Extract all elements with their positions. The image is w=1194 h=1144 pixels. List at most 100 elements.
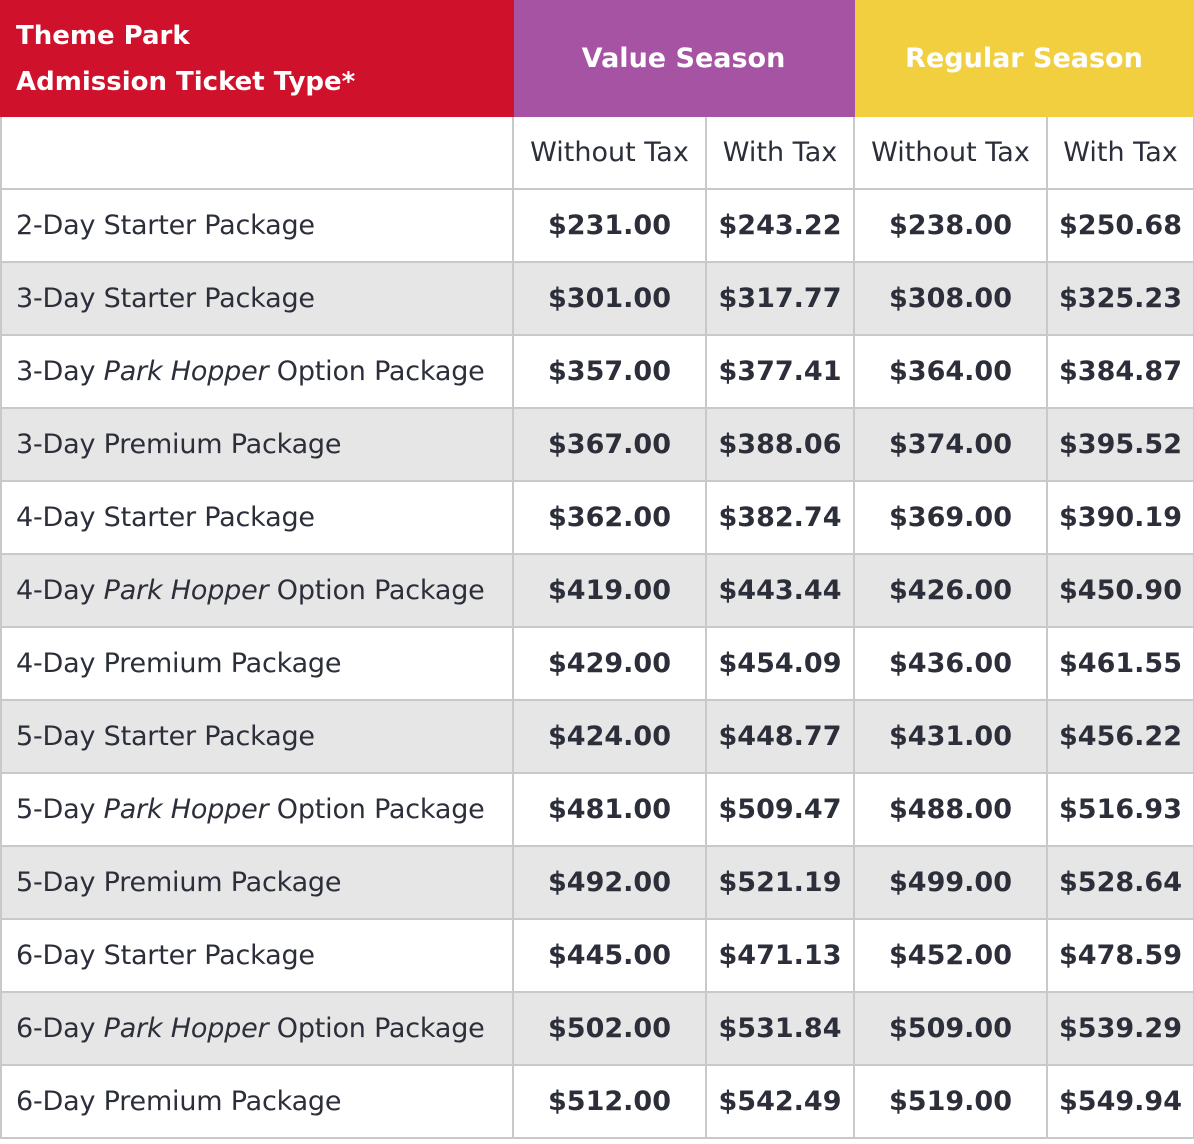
regular-without-tax-price: $364.00 (853, 334, 1048, 409)
regular-without-tax-header: Without Tax (853, 115, 1048, 190)
ticket-type-days: 4-Day (16, 575, 104, 606)
ticket-type-package: Starter Package (103, 283, 315, 314)
value-with-tax-price: $448.77 (705, 699, 855, 774)
value-without-tax-price: $231.00 (512, 188, 707, 263)
regular-without-tax-price: $509.00 (853, 991, 1048, 1066)
ticket-type-name: 2-Day Starter Package (0, 188, 514, 263)
table-row: 4-Day Park Hopper Option Package $419.00 $… (0, 553, 1194, 628)
regular-season-header: Regular Season (852, 0, 1194, 117)
value-with-tax-price: $509.47 (705, 772, 855, 847)
ticket-type-package: Starter Package (103, 210, 315, 241)
table-row: 4-Day Starter Package $362.00 $382.74 $369.… (0, 480, 1194, 555)
value-with-tax-price: $531.84 (705, 991, 855, 1066)
regular-with-tax-price: $528.64 (1045, 845, 1194, 920)
ticket-type-package: Starter Package (103, 721, 315, 752)
subheader-row: Without Tax With Tax Without Tax With Ta… (0, 115, 1194, 190)
ticket-type-days: 5-Day (16, 794, 104, 825)
value-with-tax-price: $388.06 (705, 407, 855, 482)
ticket-type-package: Option Package (268, 1013, 485, 1044)
value-with-tax-price: $443.44 (705, 553, 855, 628)
ticket-type-package: Option Package (268, 794, 485, 825)
regular-with-tax-price: $549.94 (1045, 1064, 1194, 1139)
value-without-tax-price: $481.00 (512, 772, 707, 847)
value-without-tax-price: $367.00 (512, 407, 707, 482)
ticket-type-header-line1: Theme Park (16, 20, 190, 51)
ticket-type-name: 5-Day Park Hopper Option Package (0, 772, 514, 847)
table-row: 6-Day Park Hopper Option Package $502.00 $… (0, 991, 1194, 1066)
table-row: 3-Day Starter Package $301.00 $317.77 $308.… (0, 261, 1194, 336)
value-with-tax-price: $382.74 (705, 480, 855, 555)
value-with-tax-price: $454.09 (705, 626, 855, 701)
regular-with-tax-price: $390.19 (1045, 480, 1194, 555)
ticket-type-name: 6-Day Premium Package (0, 1064, 514, 1139)
empty-subheader-cell (0, 115, 514, 190)
ticket-type-package: Premium Package (103, 1086, 342, 1117)
ticket-type-days: 4-Day (16, 648, 104, 679)
ticket-type-name: 3-Day Premium Package (0, 407, 514, 482)
value-without-tax-price: $429.00 (512, 626, 707, 701)
table-row: 5-Day Premium Package $492.00 $521.19 $499.… (0, 845, 1194, 920)
ticket-type-header: Theme Park Admission Ticket Type* (0, 0, 514, 117)
value-without-tax-header: Without Tax (512, 115, 707, 190)
header-row: Theme Park Admission Ticket Type* Value … (0, 0, 1194, 117)
ticket-type-name: 5-Day Premium Package (0, 845, 514, 920)
regular-without-tax-price: $519.00 (853, 1064, 1048, 1139)
regular-without-tax-price: $308.00 (853, 261, 1048, 336)
value-without-tax-price: $445.00 (512, 918, 707, 993)
ticket-type-name: 3-Day Starter Package (0, 261, 514, 336)
ticket-type-days: 6-Day (16, 1013, 104, 1044)
ticket-type-option-italic: Park Hopper (103, 356, 269, 387)
ticket-type-days: 4-Day (16, 502, 104, 533)
ticket-type-days: 5-Day (16, 867, 104, 898)
regular-without-tax-price: $431.00 (853, 699, 1048, 774)
ticket-type-days: 6-Day (16, 1086, 104, 1117)
ticket-type-days: 2-Day (16, 210, 104, 241)
table-row: 2-Day Starter Package $231.00 $243.22 $238.… (0, 188, 1194, 263)
regular-with-tax-price: $461.55 (1045, 626, 1194, 701)
regular-with-tax-price: $384.87 (1045, 334, 1194, 409)
table-row: 5-Day Park Hopper Option Package $481.00 $… (0, 772, 1194, 847)
ticket-type-name: 6-Day Starter Package (0, 918, 514, 993)
value-without-tax-price: $502.00 (512, 991, 707, 1066)
ticket-type-option-italic: Park Hopper (103, 1013, 269, 1044)
value-with-tax-price: $521.19 (705, 845, 855, 920)
ticket-type-package: Starter Package (103, 502, 315, 533)
regular-without-tax-price: $374.00 (853, 407, 1048, 482)
regular-with-tax-price: $478.59 (1045, 918, 1194, 993)
table-row: 6-Day Starter Package $445.00 $471.13 $452.… (0, 918, 1194, 993)
ticket-type-package: Option Package (268, 356, 485, 387)
table-row: 3-Day Park Hopper Option Package $357.00 $… (0, 334, 1194, 409)
ticket-type-name: 4-Day Park Hopper Option Package (0, 553, 514, 628)
value-with-tax-header: With Tax (705, 115, 855, 190)
regular-without-tax-price: $426.00 (853, 553, 1048, 628)
ticket-type-name: 4-Day Premium Package (0, 626, 514, 701)
regular-without-tax-price: $499.00 (853, 845, 1048, 920)
ticket-type-package: Premium Package (103, 867, 342, 898)
value-without-tax-price: $492.00 (512, 845, 707, 920)
regular-with-tax-header: With Tax (1045, 115, 1194, 190)
ticket-type-header-line2: Admission Ticket Type* (16, 66, 356, 97)
ticket-type-days: 3-Day (16, 356, 104, 387)
value-without-tax-price: $357.00 (512, 334, 707, 409)
table-row: 6-Day Premium Package $512.00 $542.49 $519.… (0, 1064, 1194, 1139)
ticket-type-package: Starter Package (103, 940, 315, 971)
value-with-tax-price: $377.41 (705, 334, 855, 409)
value-with-tax-price: $542.49 (705, 1064, 855, 1139)
value-with-tax-price: $471.13 (705, 918, 855, 993)
value-without-tax-price: $419.00 (512, 553, 707, 628)
regular-with-tax-price: $395.52 (1045, 407, 1194, 482)
regular-with-tax-price: $516.93 (1045, 772, 1194, 847)
ticket-type-days: 3-Day (16, 283, 104, 314)
regular-with-tax-price: $539.29 (1045, 991, 1194, 1066)
ticket-type-days: 5-Day (16, 721, 104, 752)
value-without-tax-price: $424.00 (512, 699, 707, 774)
regular-with-tax-price: $456.22 (1045, 699, 1194, 774)
value-without-tax-price: $512.00 (512, 1064, 707, 1139)
regular-without-tax-price: $488.00 (853, 772, 1048, 847)
regular-without-tax-price: $452.00 (853, 918, 1048, 993)
regular-with-tax-price: $450.90 (1045, 553, 1194, 628)
ticket-type-option-italic: Park Hopper (103, 794, 269, 825)
ticket-type-name: 5-Day Starter Package (0, 699, 514, 774)
ticket-type-package: Option Package (268, 575, 485, 606)
value-with-tax-price: $243.22 (705, 188, 855, 263)
